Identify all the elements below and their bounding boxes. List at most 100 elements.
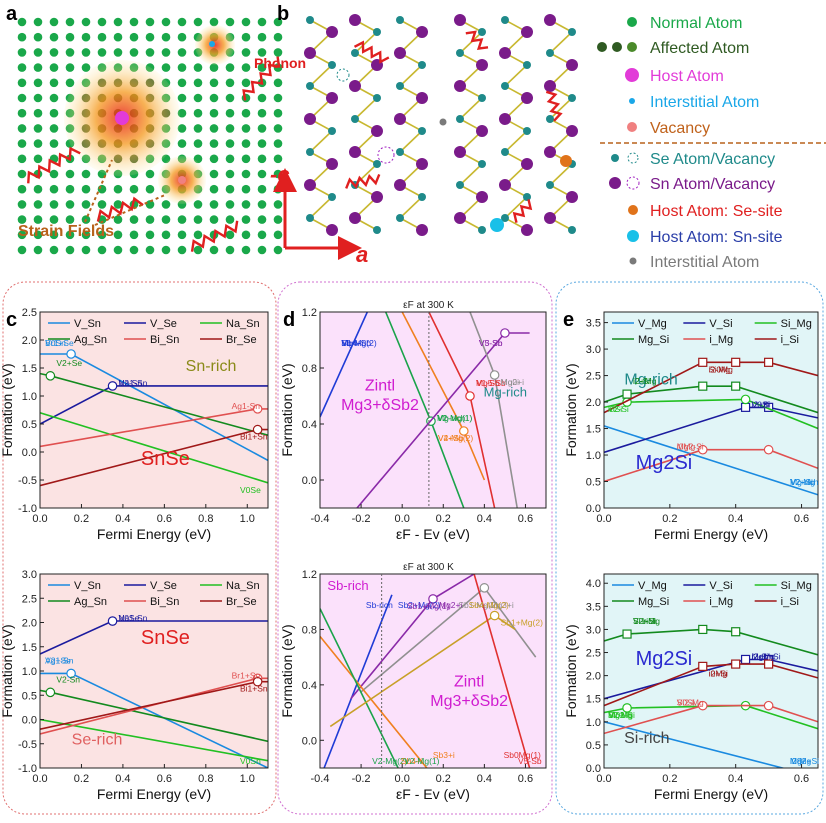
legend-entry: Bi_Sn (150, 334, 179, 346)
defect-annotation: V0Sn (240, 756, 261, 766)
sn-atom (349, 80, 361, 92)
lattice-atom (34, 246, 43, 255)
lattice-atom (242, 231, 251, 240)
defect-annotation: V2-Mg (790, 477, 815, 487)
se-atom (351, 49, 359, 57)
lattice-atom (82, 18, 91, 27)
lattice-atom (130, 246, 139, 255)
panel-label-d: d (283, 309, 295, 331)
se-atom (456, 49, 464, 57)
lattice-atom (98, 48, 107, 57)
lattice-atom (34, 94, 43, 103)
x-axis-label: Fermi Energy (eV) (97, 526, 211, 542)
lattice-atom (34, 109, 43, 118)
lattice-atom (210, 79, 219, 88)
se-atom (373, 160, 381, 168)
sn-atom (394, 179, 406, 191)
lattice-atom (194, 94, 203, 103)
sn-atom (476, 59, 488, 71)
lattice-atom (258, 139, 267, 148)
lattice-atom (66, 200, 75, 209)
y-tick-label: 0.0 (586, 763, 601, 775)
lattice-atom (274, 231, 283, 240)
legend-entry: V_Sn (74, 580, 101, 592)
lattice-atom (210, 215, 219, 224)
legend-sn-vacancy-marker (627, 177, 639, 189)
condition-label: Se-rich (72, 732, 123, 749)
defect-annotation: i2+Mg (752, 651, 776, 661)
legend-se-vacancy-marker (628, 153, 638, 163)
se-atom (546, 115, 554, 123)
legend-entry: Na_Sn (226, 580, 260, 592)
y-tick-label: -0.5 (18, 475, 37, 487)
y-tick-label: 0.0 (302, 475, 317, 487)
se-atom (478, 160, 486, 168)
panel-b: b -c a (270, 3, 578, 267)
defect-annotation: V0Se (240, 485, 261, 495)
lattice-atom (114, 33, 123, 42)
y-tick-label: 0.5 (22, 690, 37, 702)
defect-annotation: Si-rich (633, 616, 657, 626)
y-tick-label: 2.0 (22, 618, 37, 630)
sn-atom (416, 224, 428, 236)
x-axis-label: εF - Ev (eV) (396, 786, 470, 802)
defect-annotation: V2+Se (56, 358, 82, 368)
a-axis-label: a (356, 242, 368, 267)
chart-d-top: -0.4 -0.2 0.0 0.2 0.4 0.60.00.40.81.2εF - Ev … (279, 300, 546, 542)
se-atom (456, 115, 464, 123)
sn-atom (349, 146, 361, 158)
se-atom (523, 61, 531, 69)
lattice-atom (178, 48, 187, 57)
x-axis-label: Fermi Energy (eV) (97, 786, 211, 802)
lattice-atom (18, 94, 27, 103)
lattice-atom (34, 63, 43, 72)
lattice-atom (226, 185, 235, 194)
y-axis-label: Formation (eV) (279, 624, 295, 717)
lattice-atom (226, 18, 235, 27)
sn-atom (476, 125, 488, 137)
lattice-atom (274, 109, 283, 118)
lattice-atom (258, 94, 267, 103)
legend-entry: Mg_Si (638, 596, 669, 608)
panel-label-a: a (6, 3, 18, 25)
defect-annotation: i2+Mg (633, 376, 657, 386)
lattice-atom (210, 155, 219, 164)
lattice-atom (274, 215, 283, 224)
legend-host-marker (625, 68, 639, 82)
sn-atom (416, 92, 428, 104)
lattice-atom (114, 215, 123, 224)
lattice-atom (18, 79, 27, 88)
host-atom (115, 111, 129, 125)
phonon-label: Phonon (254, 55, 306, 71)
bond (550, 32, 572, 53)
defect-annotation: V2-Mg (608, 710, 633, 720)
lattice-atom (194, 139, 203, 148)
data-point (699, 382, 707, 390)
sn-atom (566, 191, 578, 203)
y-tick-label: -1.0 (18, 503, 37, 515)
sn-atom (394, 113, 406, 125)
lattice-atom (98, 33, 107, 42)
y-tick-label: 0.5 (586, 477, 601, 489)
defect-annotation: V5-Sb (518, 756, 542, 766)
lattice-atom (226, 79, 235, 88)
chart-subtitle: Mg3+δSb2 (430, 693, 508, 710)
defect-annotation: Sb4-Mg(2) (469, 600, 509, 610)
y-tick-label: 0.0 (22, 715, 37, 727)
legend-interstitial-marker (629, 98, 635, 104)
lattice-atom (242, 63, 251, 72)
legend-affected-marker-3 (627, 42, 637, 52)
lattice-atom (130, 185, 139, 194)
y-tick-label: 2.0 (586, 671, 601, 683)
legend-gray-marker (630, 258, 637, 265)
lattice-atom (18, 48, 27, 57)
se-atom (396, 214, 404, 222)
lattice-atom (18, 33, 27, 42)
lattice-atom (146, 200, 155, 209)
lattice-atom (178, 215, 187, 224)
se-atom (373, 226, 381, 234)
y-tick-label: 0.5 (22, 419, 37, 431)
y-tick-label: 1.5 (22, 363, 37, 375)
data-point (732, 358, 740, 366)
chart-title: Zintl (365, 377, 395, 394)
